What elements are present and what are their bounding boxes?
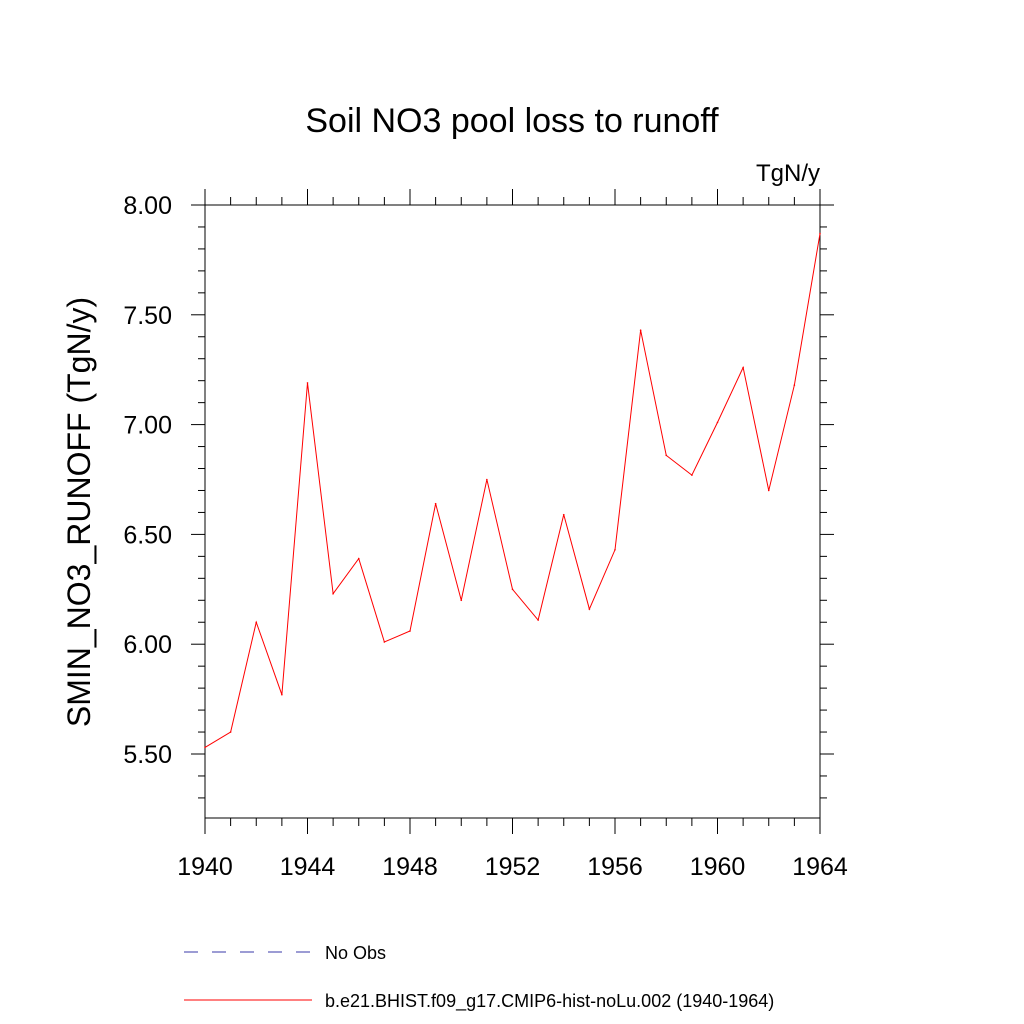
x-tick-label: 1944 [280, 853, 336, 881]
data-point [255, 621, 258, 624]
data-point [716, 421, 719, 424]
x-tick-label: 1952 [485, 853, 541, 881]
x-tick-label: 1948 [382, 853, 438, 881]
y-axis-label: SMIN_NO3_RUNOFF (TgN/y) [61, 297, 97, 727]
units-label: TgN/y [756, 160, 820, 187]
data-point [409, 630, 411, 632]
y-tick-label: 5.50 [123, 741, 172, 769]
data-point [588, 608, 591, 610]
data-point [793, 384, 796, 386]
data-point [819, 232, 821, 235]
data-point [665, 454, 668, 457]
x-tick-label: 1956 [587, 853, 643, 881]
legend-label-0: No Obs [325, 943, 386, 963]
data-point [639, 329, 642, 331]
data-point [486, 478, 488, 481]
y-tick-label: 7.50 [123, 302, 172, 330]
data-point [614, 548, 616, 551]
data-point [383, 641, 386, 643]
data-point [742, 366, 744, 369]
series-layer [204, 232, 821, 749]
y-tick-label: 7.00 [123, 412, 172, 440]
series-line-0 [204, 233, 821, 748]
data-point [562, 513, 565, 516]
data-point [357, 557, 360, 560]
x-tick-label: 1964 [792, 853, 848, 881]
data-point [434, 502, 437, 505]
y-tick-label: 6.00 [123, 631, 172, 659]
data-point [204, 746, 206, 749]
plot-axes: 5.50 6.00 6.50 7.00 7.50 8.00 1940 1944 1948 1952… [123, 189, 848, 881]
chart-title: Soil NO3 pool loss to runoff [305, 102, 719, 140]
x-tick-label: 1960 [690, 853, 746, 881]
legend: No Obs b.e21.BHIST.f09_g17.CMIP6-hist-noL… [184, 943, 774, 1012]
y-tick-label: 8.00 [123, 192, 172, 220]
data-point [229, 731, 232, 733]
data-point [767, 489, 770, 492]
legend-label-1: b.e21.BHIST.f09_g17.CMIP6-hist-noLu.002 … [325, 991, 774, 1012]
data-point [460, 599, 463, 602]
data-point [511, 588, 514, 591]
x-tick-label: 1940 [177, 853, 233, 881]
y-tick-label: 6.50 [123, 521, 172, 549]
data-point [332, 592, 334, 595]
data-point [537, 619, 539, 621]
data-point [306, 382, 309, 384]
data-point [691, 474, 693, 476]
data-point [281, 693, 283, 696]
